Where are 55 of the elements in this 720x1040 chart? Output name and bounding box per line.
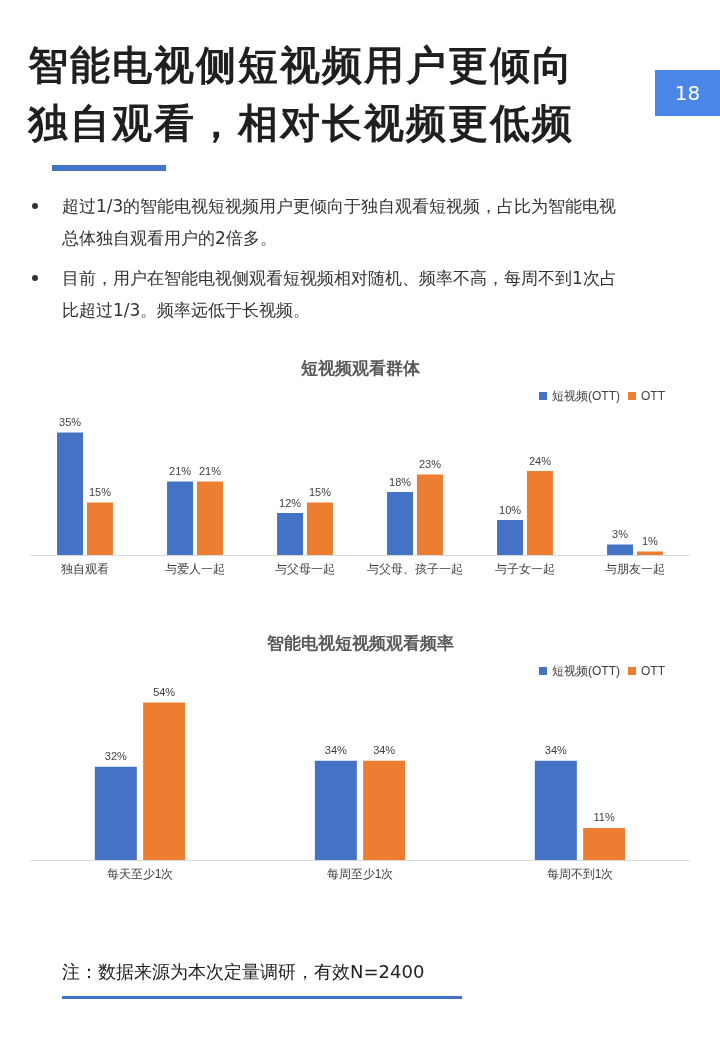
data-label: 35% <box>59 416 82 428</box>
bar <box>583 827 626 860</box>
data-label: 32% <box>104 750 128 763</box>
data-label: 12% <box>279 496 302 509</box>
x-tick-label: 与父母一起 <box>275 562 335 576</box>
data-label: 15% <box>308 486 332 498</box>
data-label: 21% <box>198 465 222 477</box>
data-label: 34% <box>324 744 348 757</box>
bar <box>143 702 186 860</box>
legend-label: OTT <box>641 389 666 403</box>
bar <box>314 760 357 860</box>
data-label: 54% <box>153 686 176 698</box>
legend-label: OTT <box>641 664 666 678</box>
chart-title: 智能电视短视频观看频率 <box>265 634 454 653</box>
bar <box>497 520 524 555</box>
bar <box>57 432 84 555</box>
data-label: 1% <box>642 535 659 547</box>
bar <box>387 492 414 555</box>
data-label: 15% <box>88 486 112 498</box>
data-label: 24% <box>528 454 552 467</box>
x-tick-label: 与朋友一起 <box>605 562 665 576</box>
x-tick-label: 独自观看 <box>61 562 109 576</box>
data-label: 21% <box>169 465 192 477</box>
bar <box>94 766 137 860</box>
bar <box>363 760 406 860</box>
text: 超过1/3的智能电视短视频用户更倾向于独自观看短视频，占比为智能电视总体独自观看用户的2倍多。 <box>61 195 618 250</box>
bar <box>167 481 194 555</box>
x-tick-label: 与爱人一起 <box>165 562 225 576</box>
data-label: 34% <box>373 744 396 757</box>
text: 智能电视侧短视频用户更倾向独自观看，相对长视频更低频 <box>28 41 575 148</box>
data-label: 10% <box>499 503 522 516</box>
text: 18 <box>655 70 720 116</box>
data-label: 23% <box>418 458 442 470</box>
bar <box>196 481 223 555</box>
bar <box>607 544 634 555</box>
x-tick-label: 每周至少1次 <box>326 867 394 881</box>
bar <box>526 471 553 555</box>
x-tick-label: 每周不到1次 <box>546 867 614 881</box>
bar <box>534 760 577 860</box>
legend-label: 短视频(OTT) <box>552 664 621 678</box>
chart-title: 短视频观看群体 <box>299 359 421 378</box>
text: 注：数据来源为本次定量调研，有效N=2400 <box>62 960 425 984</box>
x-tick-label: 与子女一起 <box>495 562 555 576</box>
data-label: 11% <box>593 811 615 824</box>
data-label: 34% <box>544 744 568 757</box>
bar <box>306 502 333 555</box>
bar <box>416 474 443 555</box>
text: 目前，用户在智能电视侧观看短视频相对随机、频率不高，每周不到1次占比超过1/3。频率远低于长视频。 <box>61 267 618 322</box>
bar <box>86 502 113 555</box>
data-label: 18% <box>389 475 412 488</box>
x-tick-label: 每天至少1次 <box>106 867 174 881</box>
data-label: 3% <box>612 528 629 540</box>
bar <box>277 513 304 555</box>
legend-label: 短视频(OTT) <box>552 389 621 403</box>
x-tick-label: 与父母、孩子一起 <box>367 562 463 576</box>
